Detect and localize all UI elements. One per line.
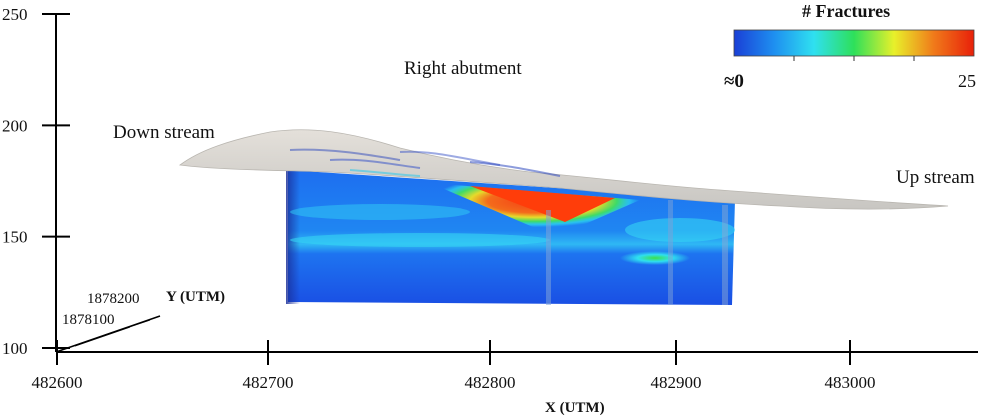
fracture-section (286, 170, 735, 305)
vertical-streak-3 (722, 205, 728, 305)
y-tick-label-150: 150 (2, 228, 28, 247)
y-ticks: 100 150 200 250 (2, 5, 70, 358)
y-tick-label-250: 250 (2, 5, 28, 24)
depth-axis-title: Y (UTM) (166, 289, 225, 305)
vertical-streak-1 (546, 210, 551, 305)
x-tick-label-482700: 482700 (243, 373, 294, 392)
cyan-band-right (625, 218, 735, 242)
terrain-ridge-dark (289, 148, 401, 161)
colorbar-title: # Fractures (802, 1, 890, 21)
terrain-ridge-dark-2 (329, 158, 421, 169)
terrain-body (178, 129, 949, 210)
colorbar: # Fractures ≈0 25 (724, 1, 976, 92)
section-left-edge-shade (286, 170, 300, 304)
colorbar-min-label: ≈0 (724, 71, 744, 92)
y-tick-label-100: 100 (2, 339, 28, 358)
x-ticks: 482600 482700 482800 482900 483000 (32, 340, 876, 392)
y-tick-label-200: 200 (2, 116, 28, 135)
depth-tick-label-1878200: 1878200 (87, 291, 140, 307)
annotation-right-abutment: Right abutment (404, 58, 522, 79)
colorbar-max-label: 25 (958, 71, 976, 91)
annotation-up-stream: Up stream (896, 167, 975, 188)
x-tick-label-483000: 483000 (825, 373, 876, 392)
terrain-ridge-dark-4 (469, 161, 561, 177)
cyan-band-upper (290, 204, 470, 220)
axes: 100 150 200 250 482600 482700 482800 482900 483… (2, 5, 978, 416)
terrain-surface (178, 129, 949, 210)
vertical-streak-2 (668, 200, 673, 305)
x-tick-label-482600: 482600 (32, 373, 83, 392)
depth-tick-label-1878100: 1878100 (62, 312, 115, 328)
colorbar-scale (733, 29, 975, 57)
x-axis-title: X (UTM) (545, 400, 605, 416)
depth-tick-2 (104, 319, 151, 336)
fracture-hotspot-core (470, 186, 615, 222)
x-tick-label-482900: 482900 (651, 373, 702, 392)
fracture-hotspot-secondary (620, 251, 690, 265)
x-tick-label-482800: 482800 (465, 373, 516, 392)
terrain-ridge-cyan (349, 169, 421, 177)
annotation-down-stream: Down stream (113, 122, 215, 143)
cyan-band-mid (290, 233, 550, 247)
